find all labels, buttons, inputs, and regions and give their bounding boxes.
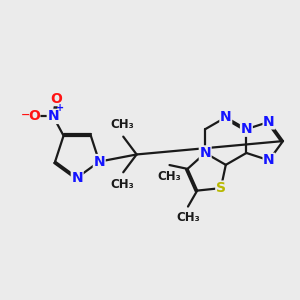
Text: N: N bbox=[241, 122, 252, 136]
Text: CH₃: CH₃ bbox=[176, 211, 200, 224]
Text: CH₃: CH₃ bbox=[111, 178, 134, 190]
Text: CH₃: CH₃ bbox=[111, 118, 134, 131]
Text: +: + bbox=[56, 103, 64, 113]
Text: N: N bbox=[200, 146, 211, 160]
Text: N: N bbox=[263, 115, 275, 129]
Text: S: S bbox=[216, 181, 226, 195]
Text: N: N bbox=[263, 153, 275, 167]
Text: O: O bbox=[28, 110, 40, 123]
Text: N: N bbox=[47, 110, 59, 123]
Text: −: − bbox=[21, 110, 30, 120]
Text: CH₃: CH₃ bbox=[158, 170, 182, 183]
Text: O: O bbox=[50, 92, 62, 106]
Text: N: N bbox=[71, 171, 83, 184]
Text: N: N bbox=[220, 110, 232, 124]
Text: N: N bbox=[93, 154, 105, 169]
